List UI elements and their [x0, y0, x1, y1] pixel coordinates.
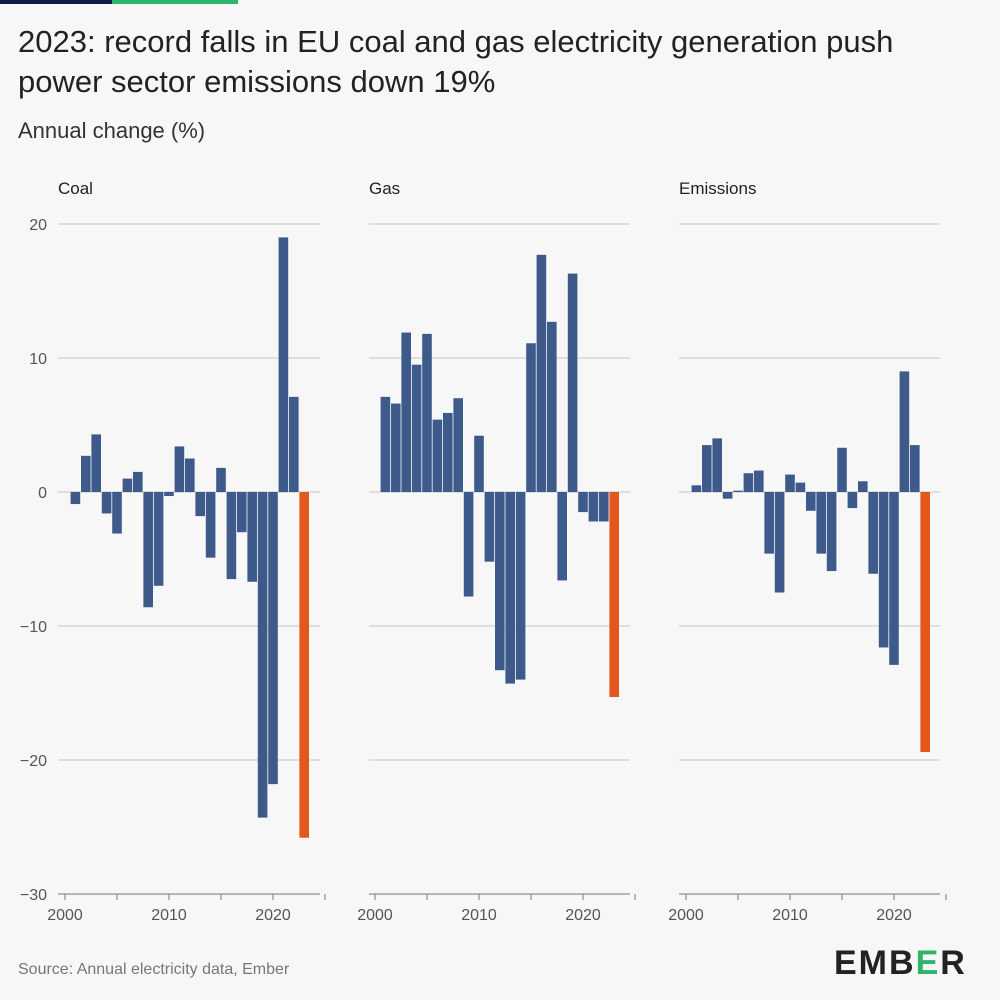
- x-tick-label: 2020: [255, 907, 291, 924]
- bar-gas-2023: [609, 492, 619, 698]
- bar-coal-2015: [216, 467, 226, 492]
- page-title: 2023: record falls in EU coal and gas el…: [18, 24, 894, 99]
- top-accent-green: [112, 0, 238, 4]
- y-tick-label: 10: [29, 351, 47, 368]
- bar-coal-2009: [153, 492, 164, 586]
- panel-title-coal: Coal: [58, 179, 93, 198]
- bar-coal-2014: [205, 492, 216, 558]
- bar-gas-2011: [484, 492, 495, 562]
- bar-emissions-2002: [702, 445, 712, 492]
- bar-emissions-2003: [712, 438, 722, 492]
- x-tick-label: 2010: [772, 907, 808, 924]
- bar-coal-2004: [101, 492, 112, 514]
- panel-title-gas: Gas: [369, 179, 400, 198]
- bar-gas-2013: [505, 492, 515, 684]
- bar-coal-2005: [112, 492, 122, 534]
- bar-gas-2022: [599, 492, 609, 522]
- bar-coal-2003: [91, 434, 101, 492]
- bar-coal-2018: [247, 492, 257, 582]
- bar-coal-2008: [143, 492, 153, 608]
- logo-text-right: R: [940, 944, 967, 982]
- bar-gas-2004: [411, 364, 422, 492]
- bar-emissions-2021: [899, 371, 910, 492]
- bar-coal-2011: [174, 446, 185, 492]
- bar-emissions-2020: [889, 492, 899, 665]
- bar-emissions-2015: [837, 447, 847, 492]
- bar-emissions-2016: [847, 492, 858, 509]
- bar-coal-2013: [195, 492, 205, 517]
- x-tick-label: 2010: [461, 907, 497, 924]
- bar-emissions-2017: [858, 481, 868, 492]
- chart-subtitle: Annual change (%): [18, 118, 206, 143]
- bar-gas-2001: [380, 396, 391, 492]
- bar-emissions-2023: [920, 492, 930, 752]
- bar-gas-2021: [588, 492, 599, 522]
- bar-emissions-2011: [795, 482, 806, 492]
- bar-emissions-2018: [868, 492, 878, 574]
- logo-text-accent: E: [915, 944, 941, 982]
- x-tick-label: 2020: [876, 907, 912, 924]
- bar-gas-2017: [547, 321, 557, 492]
- bar-emissions-2008: [764, 492, 774, 554]
- bar-emissions-2004: [722, 492, 733, 499]
- bar-coal-2021: [278, 237, 289, 492]
- x-tick-label: 2020: [565, 907, 601, 924]
- bar-coal-2001: [70, 492, 81, 505]
- x-tick-label: 2000: [47, 907, 83, 924]
- bar-coal-2002: [81, 455, 91, 492]
- bar-gas-2010: [474, 435, 484, 492]
- bar-gas-2019: [567, 273, 578, 492]
- bar-coal-2007: [133, 471, 143, 492]
- bar-coal-2010: [164, 492, 174, 497]
- bar-emissions-2013: [816, 492, 826, 554]
- y-tick-label: −20: [20, 753, 47, 770]
- bar-emissions-2012: [806, 492, 816, 511]
- bar-coal-2023: [299, 492, 309, 838]
- bar-emissions-2006: [743, 473, 754, 492]
- top-accent-bar: [0, 0, 1000, 4]
- bar-emissions-2009: [774, 492, 785, 593]
- bar-emissions-2022: [910, 445, 920, 492]
- bar-coal-2016: [226, 492, 237, 580]
- y-tick-label: 0: [38, 485, 47, 502]
- bar-gas-2008: [453, 398, 463, 492]
- bar-coal-2020: [268, 492, 278, 785]
- bar-emissions-2005: [733, 490, 743, 492]
- bar-gas-2007: [443, 412, 453, 492]
- source-note: Source: Annual electricity data, Ember: [18, 961, 290, 978]
- bar-coal-2012: [185, 458, 195, 492]
- bar-gas-2005: [422, 333, 432, 492]
- bar-gas-2016: [536, 254, 547, 492]
- bar-gas-2002: [391, 403, 401, 492]
- bar-gas-2006: [432, 419, 443, 492]
- bar-coal-2022: [289, 396, 299, 492]
- x-tick-label: 2010: [151, 907, 187, 924]
- ember-logo: EMBER: [834, 944, 967, 983]
- bar-gas-2003: [401, 332, 411, 492]
- bar-gas-2015: [526, 343, 536, 492]
- bar-emissions-2010: [785, 474, 795, 492]
- bar-coal-2019: [257, 492, 268, 818]
- bar-emissions-2014: [826, 492, 837, 572]
- bar-gas-2018: [557, 492, 567, 581]
- x-tick-label: 2000: [357, 907, 393, 924]
- bar-coal-2006: [122, 478, 133, 492]
- y-tick-label: −10: [20, 619, 47, 636]
- bar-emissions-2007: [754, 470, 764, 492]
- bar-emissions-2019: [878, 492, 889, 648]
- logo-text-left: EMB: [834, 944, 916, 982]
- top-accent-navy: [0, 0, 112, 4]
- bar-coal-2017: [237, 492, 247, 533]
- x-tick-label: 2000: [668, 907, 704, 924]
- bar-gas-2020: [578, 492, 588, 513]
- panel-title-emissions: Emissions: [679, 179, 756, 198]
- bar-gas-2012: [495, 492, 505, 671]
- bar-gas-2009: [463, 492, 474, 597]
- bar-emissions-2001: [691, 485, 702, 492]
- y-tick-label: 20: [29, 217, 47, 234]
- y-tick-label: −30: [20, 887, 47, 904]
- bar-gas-2014: [515, 492, 526, 680]
